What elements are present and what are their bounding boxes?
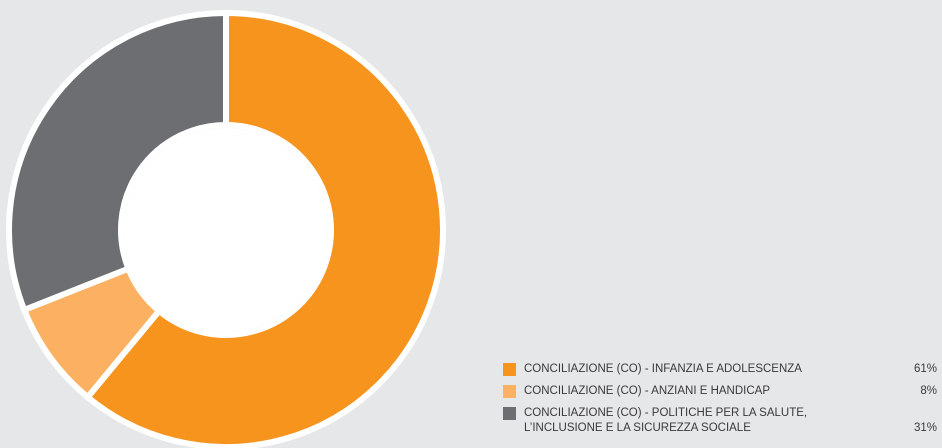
legend-swatch (503, 363, 516, 376)
legend: CONCILIAZIONE (CO) - INFANZIA E ADOLESCE… (503, 362, 937, 443)
legend-label: CONCILIAZIONE (CO) - POLITICHE PER LA SA… (524, 407, 808, 434)
legend-value: 61% (913, 363, 937, 375)
donut-slice (83, 9, 446, 448)
legend-value: 31% (913, 422, 937, 434)
legend-label: CONCILIAZIONE (CO) - ANZIANI E HANDICAP (524, 385, 770, 397)
legend-swatch (503, 385, 516, 398)
legend-swatch (503, 407, 516, 420)
donut-slice (6, 9, 229, 314)
legend-item: CONCILIAZIONE (CO) - ANZIANI E HANDICAP 8… (503, 384, 937, 399)
legend-item: CONCILIAZIONE (CO) - POLITICHE PER LA SA… (503, 406, 937, 436)
legend-value: 8% (920, 385, 937, 397)
legend-item: CONCILIAZIONE (CO) - INFANZIA E ADOLESCE… (503, 362, 937, 377)
legend-label: CONCILIAZIONE (CO) - INFANZIA E ADOLESCE… (524, 363, 802, 375)
donut-hole (124, 128, 328, 332)
